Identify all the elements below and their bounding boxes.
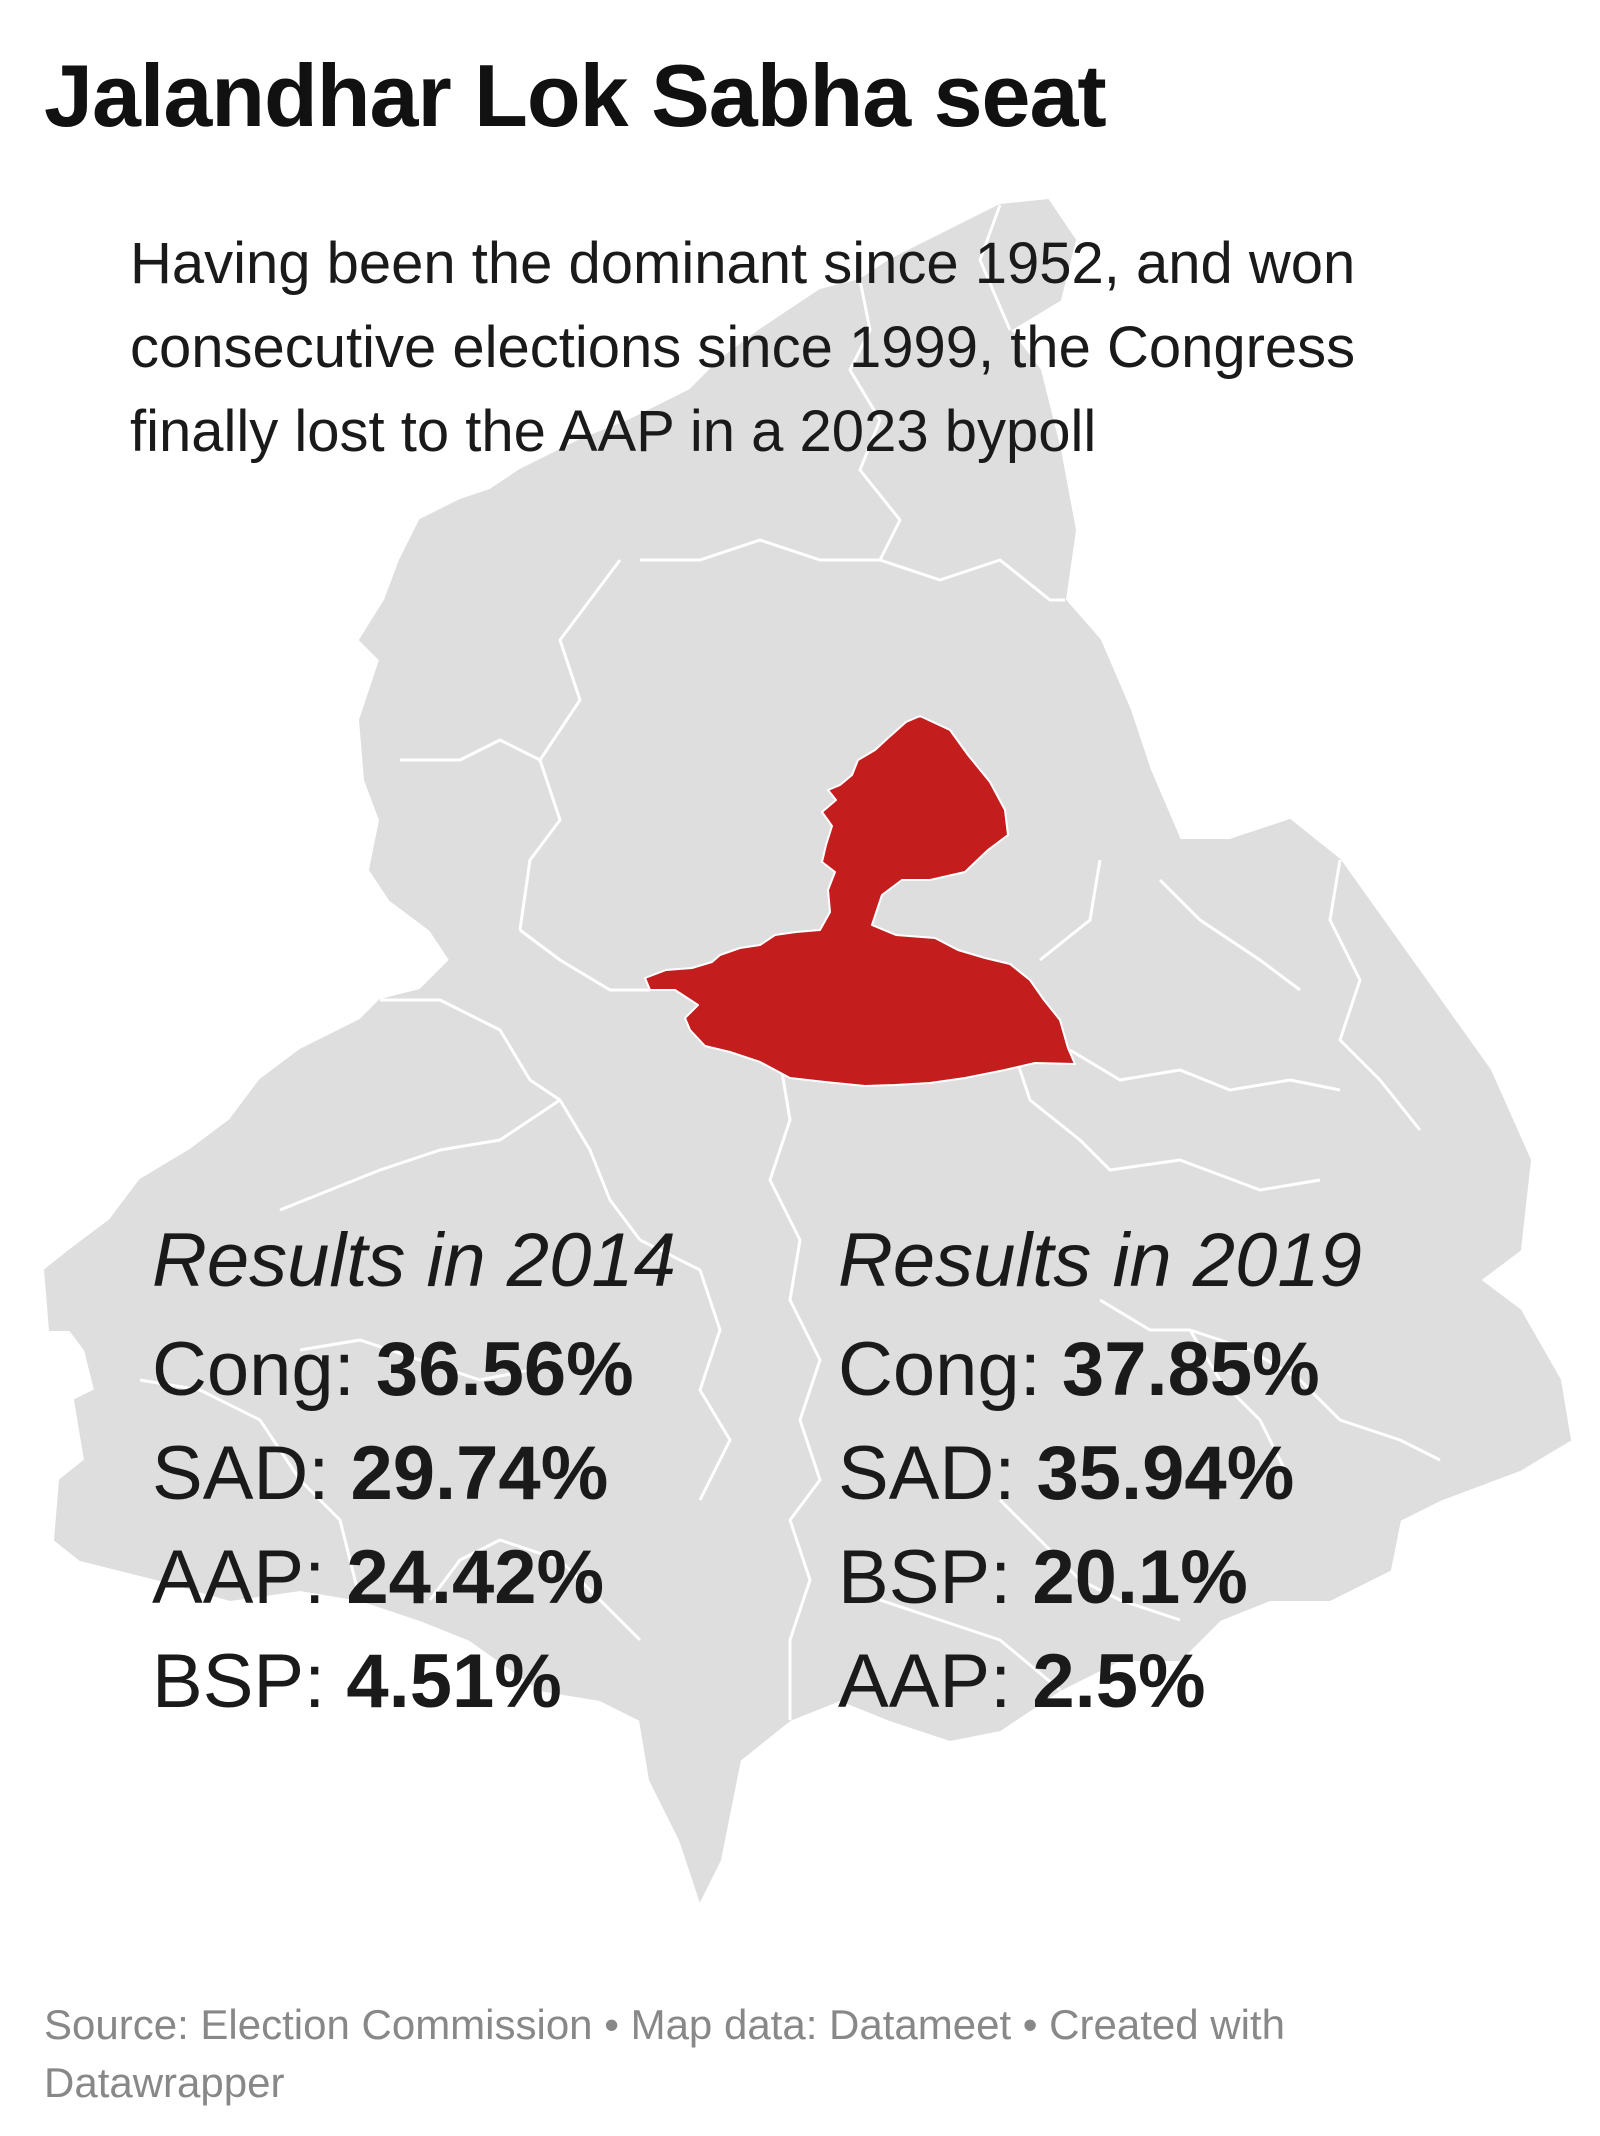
results-2014: Results in 2014 Cong: 36.56% SAD: 29.74%… [152, 1222, 676, 1734]
jalandhar-constituency[interactable] [644, 715, 1076, 1087]
results-heading: Results in 2019 [838, 1218, 1362, 1303]
separator: : [1019, 1327, 1062, 1412]
party-name: BSP [838, 1535, 991, 1620]
result-row: BSP: 4.51% [152, 1630, 676, 1734]
vote-share: 24.42% [346, 1535, 605, 1620]
result-row: SAD: 35.94% [838, 1422, 1362, 1526]
vote-share: 4.51% [346, 1639, 562, 1724]
result-row: Cong: 37.85% [838, 1318, 1362, 1422]
party-name: AAP [838, 1639, 991, 1724]
vote-share: 36.56% [375, 1327, 634, 1412]
source-footer: Source: Election Commission • Map data: … [44, 2001, 1285, 2106]
party-name: Cong [838, 1327, 1020, 1412]
chart-description: Having been the dominant since 1952, and… [130, 231, 1356, 464]
vote-share: 2.5% [1032, 1639, 1206, 1724]
separator: : [994, 1431, 1037, 1516]
results-list: Cong: 37.85% SAD: 35.94% BSP: 20.1% AAP:… [838, 1318, 1362, 1734]
results-list: Cong: 36.56% SAD: 29.74% AAP: 24.42% BSP… [152, 1318, 676, 1734]
party-name: AAP [152, 1535, 305, 1620]
result-row: AAP: 2.5% [838, 1630, 1362, 1734]
vote-share: 20.1% [1032, 1535, 1248, 1620]
results-heading: Results in 2014 [152, 1218, 676, 1303]
chart-title: Jalandhar Lok Sabha seat [44, 46, 1107, 145]
party-name: BSP [152, 1639, 305, 1724]
separator: : [990, 1535, 1033, 1620]
vote-share: 35.94% [1036, 1431, 1295, 1516]
party-name: SAD [152, 1431, 309, 1516]
separator: : [308, 1431, 351, 1516]
vote-share: 29.74% [350, 1431, 609, 1516]
separator: : [304, 1639, 347, 1724]
party-name: Cong [152, 1327, 334, 1412]
result-row: SAD: 29.74% [152, 1422, 676, 1526]
separator: : [990, 1639, 1033, 1724]
result-row: BSP: 20.1% [838, 1526, 1362, 1630]
result-row: Cong: 36.56% [152, 1318, 676, 1422]
constituency-borders [139, 204, 1441, 1720]
result-row: AAP: 24.42% [152, 1526, 676, 1630]
results-2019: Results in 2019 Cong: 37.85% SAD: 35.94%… [838, 1222, 1362, 1734]
separator: : [333, 1327, 376, 1412]
vote-share: 37.85% [1061, 1327, 1320, 1412]
party-name: SAD [838, 1431, 995, 1516]
separator: : [304, 1535, 347, 1620]
